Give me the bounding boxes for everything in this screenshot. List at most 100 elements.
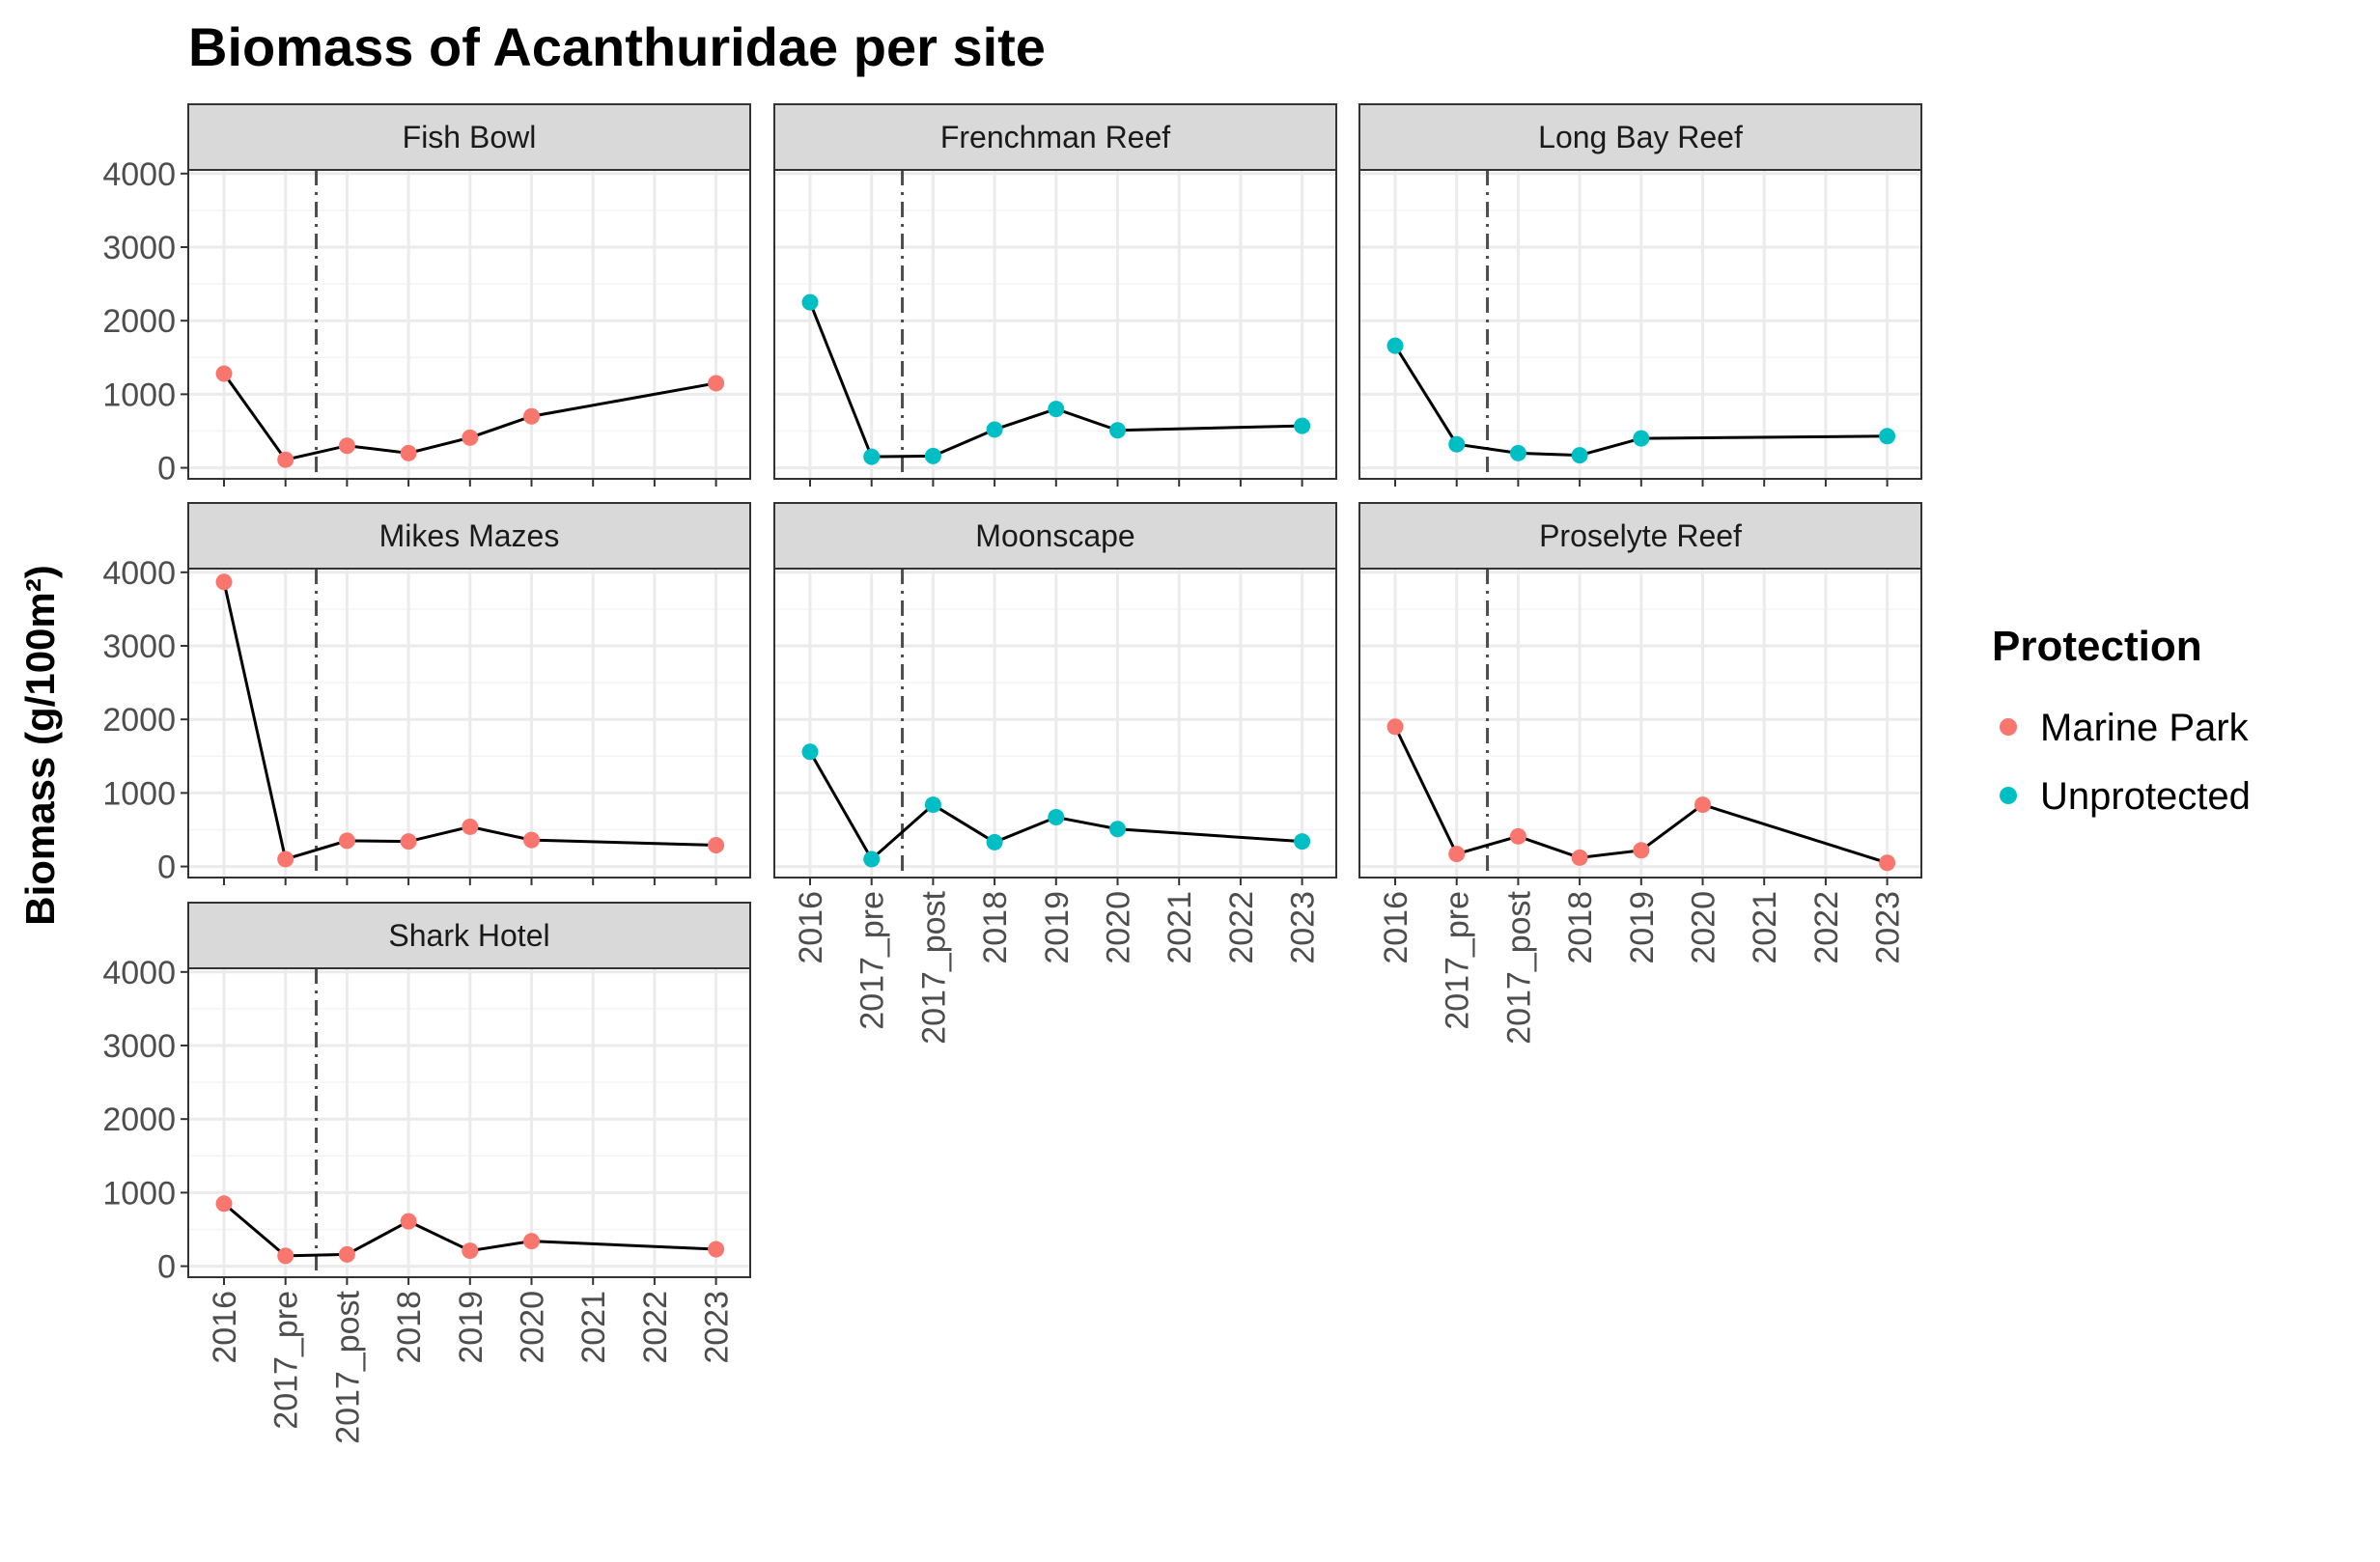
x-tick-label: 2016 <box>207 1291 243 1364</box>
x-tick-label: 2019 <box>1624 891 1661 964</box>
data-point <box>523 407 540 425</box>
x-tick-label: 2018 <box>1562 891 1599 964</box>
data-point <box>924 796 941 814</box>
panel-moonscape: Moonscape 2016 2017_pre 2017_post 2018 2019 20… <box>773 502 1337 1045</box>
x-tick-label: 2020 <box>1101 891 1137 964</box>
x-tick-label: 2016 <box>1378 891 1414 964</box>
legend-marker-marine-park <box>2000 718 2017 736</box>
y-tick-label: 3000 <box>102 230 176 266</box>
data-point <box>338 832 355 850</box>
data-point <box>1633 430 1650 447</box>
data-point <box>277 451 294 468</box>
data-point <box>1448 846 1466 863</box>
y-tick-label: 4000 <box>102 156 176 193</box>
data-point <box>277 851 294 868</box>
data-point <box>215 365 233 382</box>
y-tick-label: 0 <box>157 850 176 886</box>
data-point <box>338 1245 355 1263</box>
data-point <box>1509 444 1526 461</box>
facet-strip <box>187 103 751 171</box>
x-tick-label: 2017_post <box>1500 890 1537 1044</box>
data-point <box>400 833 417 851</box>
facet-strip-label: Moonscape <box>975 518 1134 553</box>
facet-strip <box>773 502 1337 570</box>
y-tick-label: 0 <box>157 1249 176 1286</box>
data-point <box>708 836 725 853</box>
data-point <box>277 1247 294 1265</box>
y-axis-label: Biomass (g/100m²) <box>17 565 63 925</box>
data-point <box>801 293 819 311</box>
x-tick-label: 2017_post <box>329 1290 366 1443</box>
data-point <box>863 851 881 868</box>
data-point <box>462 429 479 446</box>
facet-strip-label: Long Bay Reef <box>1538 120 1743 154</box>
y-tick-label: 2000 <box>102 303 176 340</box>
data-point <box>400 444 417 461</box>
data-point <box>1109 422 1126 439</box>
data-point <box>400 1213 417 1230</box>
x-tick-label: 2020 <box>515 1291 551 1364</box>
data-point <box>1571 849 1588 866</box>
x-tick-label: 2021 <box>1747 891 1783 964</box>
data-point <box>1571 447 1588 464</box>
y-tick-label: 2000 <box>102 1102 176 1138</box>
y-tick-label: 2000 <box>102 702 176 739</box>
data-point <box>1633 842 1650 859</box>
data-point <box>924 447 941 464</box>
y-tick-label: 1000 <box>102 1175 176 1212</box>
y-tick-label: 0 <box>157 451 176 488</box>
x-tick-label: 2017_post <box>915 890 952 1044</box>
y-tick-label: 1000 <box>102 775 176 812</box>
y-tick-label: 4000 <box>102 955 176 991</box>
x-tick-label: 2023 <box>1285 891 1322 964</box>
x-tick-label: 2022 <box>1808 891 1845 964</box>
panel-long-bay-reef: Long Bay Reef <box>1358 103 1922 487</box>
data-point <box>1386 337 1404 354</box>
x-tick-label: 2022 <box>637 1291 674 1364</box>
data-point <box>986 833 1003 851</box>
data-point <box>338 437 355 455</box>
data-point <box>523 831 540 849</box>
y-tick-label: 3000 <box>102 1028 176 1065</box>
x-tick-label: 2018 <box>977 891 1014 964</box>
facet-strip-label: Proselyte Reef <box>1539 518 1742 553</box>
data-point <box>1048 401 1065 418</box>
data-point <box>215 1195 233 1213</box>
panel-mikes-mazes: Mikes Mazes 0 1000 2000 3000 4000 <box>102 502 751 886</box>
data-point <box>986 421 1003 438</box>
y-tick-label: 3000 <box>102 628 176 665</box>
x-tick-label: 2023 <box>1870 891 1907 964</box>
data-point <box>1048 809 1065 826</box>
data-point <box>863 448 881 465</box>
data-point <box>1386 718 1404 736</box>
data-point <box>462 818 479 835</box>
facet-strip <box>1358 502 1922 570</box>
facet-strip <box>773 103 1337 171</box>
x-tick-label: 2017_pre <box>1440 891 1476 1030</box>
legend: Protection Marine Park Unprotected <box>1992 623 2251 818</box>
legend-title: Protection <box>1992 623 2202 670</box>
facet-strip <box>187 902 751 969</box>
x-tick-label: 2016 <box>793 891 829 964</box>
data-point <box>1509 827 1526 845</box>
x-tick-label: 2017_pre <box>268 1291 305 1430</box>
x-tick-label: 2023 <box>699 1291 736 1364</box>
facet-strip-label: Fish Bowl <box>403 120 537 154</box>
data-point <box>215 573 233 591</box>
x-tick-label: 2018 <box>391 1291 428 1364</box>
x-tick-label: 2021 <box>1162 891 1198 964</box>
panel-fish-bowl: Fish Bowl 0 1000 2000 3000 4000 <box>102 103 751 488</box>
data-point <box>1879 428 1896 445</box>
data-point <box>462 1242 479 1260</box>
x-tick-label: 2019 <box>1039 891 1076 964</box>
panel-proselyte-reef: Proselyte Reef 2016 2017_pre 2017_post 2018 2… <box>1358 502 1922 1045</box>
facet-strip <box>187 502 751 570</box>
data-point <box>1879 854 1896 872</box>
legend-label-unprotected: Unprotected <box>2040 775 2251 818</box>
legend-marker-unprotected <box>2000 787 2017 804</box>
x-tick-label: 2017_pre <box>854 891 891 1030</box>
data-point <box>708 1241 725 1258</box>
panel-frenchman-reef: Frenchman Reef <box>773 103 1337 487</box>
x-tick-label: 2022 <box>1223 891 1260 964</box>
